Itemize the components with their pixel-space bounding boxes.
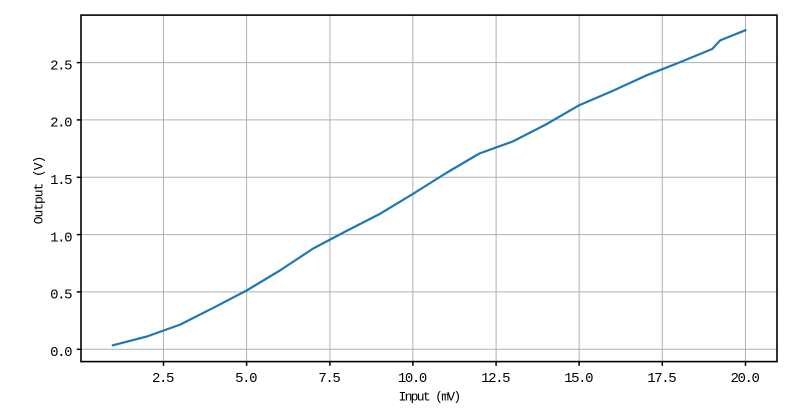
svg-text:17.5: 17.5	[647, 371, 676, 387]
svg-text:5.0: 5.0	[235, 371, 257, 387]
svg-text:20.0: 20.0	[730, 371, 759, 387]
svg-text:10.0: 10.0	[398, 371, 427, 387]
svg-text:0.5: 0.5	[50, 288, 72, 304]
svg-text:2.5: 2.5	[50, 58, 72, 74]
svg-text:0.0: 0.0	[50, 345, 72, 361]
svg-text:Output (V): Output (V)	[32, 157, 47, 225]
svg-text:2.0: 2.0	[50, 116, 72, 132]
svg-text:1.5: 1.5	[50, 173, 72, 189]
svg-text:Input (mV): Input (mV)	[398, 389, 459, 404]
svg-text:12.5: 12.5	[481, 371, 510, 387]
svg-text:7.5: 7.5	[318, 371, 340, 387]
svg-text:15.0: 15.0	[564, 371, 593, 387]
svg-text:1.0: 1.0	[50, 230, 72, 246]
svg-text:2.5: 2.5	[152, 371, 174, 387]
